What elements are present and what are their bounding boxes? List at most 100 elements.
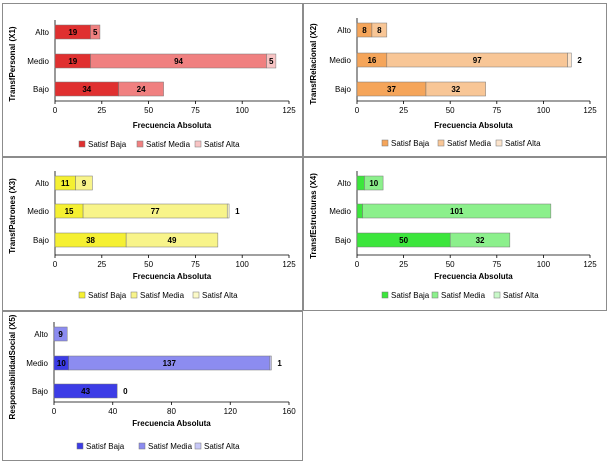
data-label: 49 (168, 236, 177, 245)
data-label: 37 (387, 85, 396, 94)
legend-swatch (493, 291, 501, 299)
legend-label: Satisf Alta (503, 291, 539, 300)
x-tick-label: 25 (399, 260, 408, 269)
y-axis-title: TransfPersonal (X1) (8, 26, 17, 101)
data-label: 101 (450, 207, 464, 216)
y-axis-title: TransfRelacional (X2) (309, 23, 318, 105)
legend-label: Satisf Baja (86, 442, 125, 451)
chart-panel-transf-relacional: 0 25 50 75 100 125 Alto 8 8 Medio 16 97 2 Bajo 37 32 Fre… (303, 3, 607, 157)
data-label: 19 (68, 28, 77, 37)
data-label: 97 (473, 56, 482, 65)
x-tick-label: 25 (97, 106, 106, 115)
x-tick-label: 25 (97, 260, 106, 269)
bar-segment (125, 232, 219, 248)
bar-segment (266, 53, 277, 69)
legend-label: Satisf Media (140, 291, 185, 300)
x-tick-label: 40 (108, 407, 117, 416)
legend-swatch (136, 140, 144, 148)
x-axis-title: Frecuencia Absoluta (133, 272, 212, 281)
bar-segment (53, 383, 118, 399)
data-label: 19 (68, 57, 77, 66)
x-axis-title: Frecuencia Absoluta (434, 272, 513, 281)
x-tick-label: 125 (583, 106, 597, 115)
data-label: 0 (123, 387, 128, 396)
data-label: 11 (61, 179, 70, 188)
chart-panel-responsabilidad-social: 0 40 80 120 160 Alto 9 Medio 10 137 1 Bajo 43 0 Frecue… (2, 311, 303, 461)
x-tick-label: 50 (446, 260, 455, 269)
legend-label: Satisf Alta (204, 442, 240, 451)
chart-svg: 0 40 80 120 160 Alto 9 Medio 10 137 1 Bajo 43 0 Frecue… (8, 314, 296, 451)
x-tick-label: 50 (446, 106, 455, 115)
data-label: 77 (151, 207, 160, 216)
bar-segment (90, 24, 101, 40)
data-label: 137 (163, 359, 177, 368)
chart-panel-transf-personal: 0 25 50 75 100 125 Alto 19 5 Medio 19 94 5 Bajo 34 24 Fr… (2, 3, 303, 157)
category-label: Bajo (33, 236, 50, 245)
x-tick-label: 75 (492, 106, 501, 115)
data-label: 10 (369, 179, 378, 188)
data-label: 5 (269, 57, 274, 66)
category-label: Alto (337, 26, 351, 35)
data-label: 1 (277, 359, 282, 368)
data-label: 50 (399, 236, 408, 245)
x-tick-label: 75 (191, 106, 200, 115)
data-label: 15 (65, 207, 74, 216)
data-label: 38 (86, 236, 95, 245)
bar-segment (226, 203, 230, 219)
legend-label: Satisf Baja (391, 139, 430, 148)
legend-label: Satisf Alta (505, 139, 541, 148)
data-label: 94 (174, 57, 183, 66)
legend-swatch (194, 140, 202, 148)
legend-swatch (381, 291, 389, 299)
x-axis-title: Frecuencia Absoluta (434, 121, 513, 130)
bar-segment (53, 326, 68, 342)
x-tick-label: 100 (537, 106, 551, 115)
category-label: Alto (35, 28, 49, 37)
data-label: 43 (81, 387, 90, 396)
x-tick-label: 50 (144, 106, 153, 115)
data-label: 9 (82, 179, 87, 188)
legend-swatch (495, 139, 503, 147)
y-axis-title: TransfPatrones (X3) (8, 178, 17, 254)
x-tick-label: 75 (191, 260, 200, 269)
category-label: Alto (34, 330, 48, 339)
x-tick-label: 0 (53, 260, 58, 269)
data-label: 32 (451, 85, 460, 94)
category-label: Medio (26, 359, 48, 368)
x-tick-label: 100 (537, 260, 551, 269)
legend-label: Satisf Alta (204, 140, 240, 149)
bar-segment (449, 232, 511, 248)
bar-segment (425, 81, 486, 97)
data-label: 1 (235, 207, 240, 216)
y-axis-title: ResponsabilidadSocial (X5) (8, 314, 17, 419)
legend-swatch (194, 442, 202, 450)
data-label: 32 (476, 236, 485, 245)
legend-label: Satisf Media (148, 442, 193, 451)
x-tick-label: 0 (53, 106, 58, 115)
x-tick-label: 125 (583, 260, 597, 269)
x-tick-label: 75 (492, 260, 501, 269)
bar-segment (362, 203, 552, 219)
chart-svg: 0 25 50 75 100 125 Alto 11 9 Medio 15 77 1 Bajo 38 49 Fr… (8, 171, 296, 300)
chart-panel-transf-estructuras: 0255075100125Alto410Medio3101Bajo5032Fre… (303, 157, 607, 311)
legend-swatch (76, 442, 84, 450)
category-label: Bajo (335, 236, 352, 245)
legend-swatch (192, 291, 200, 299)
legend-swatch (437, 139, 445, 147)
bar-segment (567, 52, 572, 68)
category-label: Medio (27, 57, 49, 66)
data-label: 34 (82, 85, 91, 94)
category-label: Alto (337, 179, 351, 188)
chart-svg: 0 25 50 75 100 125 Alto 19 5 Medio 19 94 5 Bajo 34 24 Fr… (8, 20, 296, 149)
category-label: Medio (329, 56, 351, 65)
legend-swatch (130, 291, 138, 299)
x-tick-label: 100 (236, 260, 250, 269)
x-tick-label: 50 (144, 260, 153, 269)
data-label: 10 (57, 359, 66, 368)
chart-panel-transf-patrones: 0 25 50 75 100 125 Alto 11 9 Medio 15 77 1 Bajo 38 49 Fr… (2, 157, 303, 311)
y-axis-title: TransfEstructuras (X4) (309, 173, 318, 259)
legend-swatch (138, 442, 146, 450)
x-tick-label: 125 (282, 260, 296, 269)
legend-label: Satisf Baja (88, 291, 127, 300)
bar-segment (269, 355, 272, 371)
